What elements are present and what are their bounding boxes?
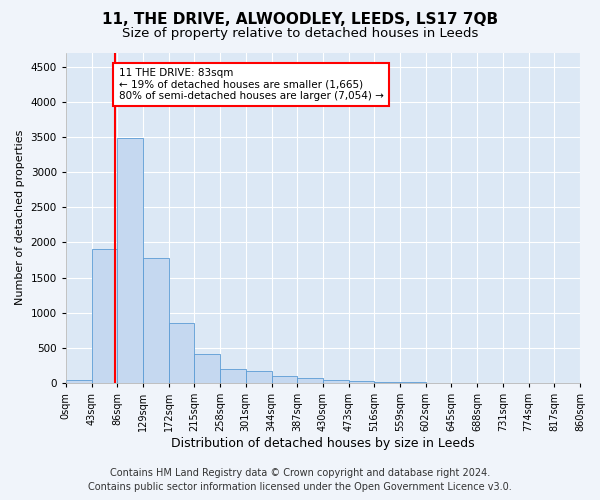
X-axis label: Distribution of detached houses by size in Leeds: Distribution of detached houses by size … xyxy=(171,437,475,450)
Text: Contains HM Land Registry data © Crown copyright and database right 2024.
Contai: Contains HM Land Registry data © Crown c… xyxy=(88,468,512,492)
Bar xyxy=(194,354,220,383)
Text: Size of property relative to detached houses in Leeds: Size of property relative to detached ho… xyxy=(122,28,478,40)
Bar xyxy=(143,258,169,383)
Bar xyxy=(117,138,143,383)
Bar xyxy=(92,250,117,383)
Bar xyxy=(246,370,271,383)
Bar xyxy=(374,382,400,383)
Text: 11, THE DRIVE, ALWOODLEY, LEEDS, LS17 7QB: 11, THE DRIVE, ALWOODLEY, LEEDS, LS17 7Q… xyxy=(102,12,498,28)
Text: 11 THE DRIVE: 83sqm
← 19% of detached houses are smaller (1,665)
80% of semi-det: 11 THE DRIVE: 83sqm ← 19% of detached ho… xyxy=(119,68,383,101)
Bar xyxy=(323,380,349,383)
Bar xyxy=(349,381,374,383)
Bar xyxy=(169,324,194,383)
Bar xyxy=(271,376,297,383)
Bar xyxy=(297,378,323,383)
Bar xyxy=(400,382,426,383)
Bar xyxy=(66,380,92,383)
Bar xyxy=(220,369,246,383)
Y-axis label: Number of detached properties: Number of detached properties xyxy=(15,130,25,306)
